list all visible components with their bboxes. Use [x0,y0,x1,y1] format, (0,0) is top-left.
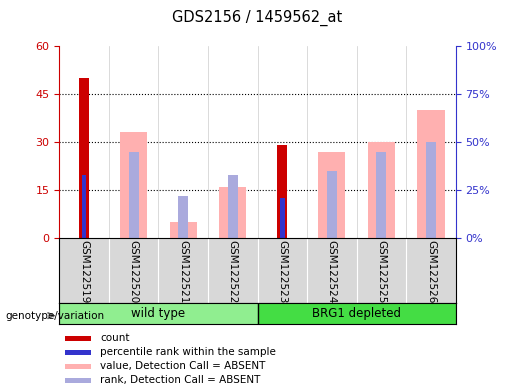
Bar [426,142,436,238]
Text: count: count [100,333,130,343]
Bar [280,198,285,238]
Bar [79,78,89,238]
Text: GSM122521: GSM122521 [178,240,188,303]
Text: BRG1 depleted: BRG1 depleted [312,308,401,320]
Text: GSM122522: GSM122522 [228,240,238,303]
Text: GSM122519: GSM122519 [79,240,89,303]
Bar [65,350,91,355]
Bar [376,152,386,238]
Text: rank, Detection Call = ABSENT: rank, Detection Call = ABSENT [100,375,261,384]
Bar [219,187,246,238]
Text: GSM122520: GSM122520 [129,240,139,303]
Text: genotype/variation: genotype/variation [5,311,104,321]
Bar [277,145,287,238]
Text: wild type: wild type [131,308,185,320]
Text: percentile rank within the sample: percentile rank within the sample [100,347,276,357]
Bar [228,175,237,238]
Bar [368,142,395,238]
Bar [129,152,139,238]
Bar [327,171,337,238]
Bar [65,377,91,382]
Text: GSM122526: GSM122526 [426,240,436,303]
Bar [318,152,346,238]
Bar [169,222,197,238]
Bar [81,175,87,238]
Bar [65,336,91,341]
Text: GDS2156 / 1459562_at: GDS2156 / 1459562_at [173,10,342,26]
Text: value, Detection Call = ABSENT: value, Detection Call = ABSENT [100,361,266,371]
Text: GSM122524: GSM122524 [327,240,337,303]
Bar [120,132,147,238]
Bar [178,196,188,238]
Bar [65,364,91,369]
Text: GSM122525: GSM122525 [376,240,386,303]
Text: GSM122523: GSM122523 [277,240,287,303]
Bar [417,110,444,238]
